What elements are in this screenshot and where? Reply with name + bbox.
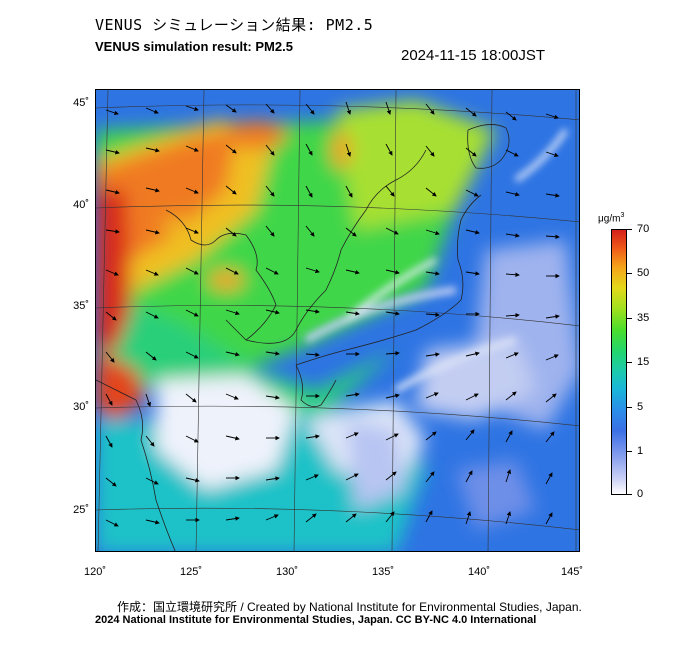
lat-label-35: 35˚ [73,300,89,312]
coastlines [96,124,510,551]
colorbar-tick-35: 35 [637,312,650,324]
colorbar-tick-1: 1 [637,445,644,457]
lat-label-40: 40˚ [73,199,89,211]
lat-label-30: 30˚ [73,401,89,413]
concentration-field [96,100,579,551]
lon-label-140: 140˚ [467,566,491,578]
lon-label-125: 125˚ [179,566,203,578]
wind-vectors [105,101,560,527]
credit-line: 作成：国立環境研究所 / Created by National Institu… [117,600,582,614]
graticule [96,90,579,551]
lon-label-145: 145˚ [560,566,584,578]
lat-label-25: 25˚ [73,504,89,516]
lat-label-45: 45˚ [73,97,89,109]
forecast-timestamp: 2024-11-15 18:00JST [401,47,545,64]
colorbar-tick-50: 50 [637,267,650,279]
title-english: VENUS simulation result: PM2.5 [95,39,293,54]
title-japanese: VENUS シミュレーション結果: PM2.5 [95,16,374,34]
pm25-map-canvas [96,90,579,551]
colorbar-tick-5: 5 [637,401,644,413]
lon-label-120: 120˚ [83,566,107,578]
colorbar-tick-70: 70 [637,223,650,235]
pm25-map [95,89,580,552]
lon-label-130: 130˚ [275,566,299,578]
colorbar-tick-0: 0 [637,488,644,500]
copyright-line: 2024 National Institute for Environmenta… [95,614,537,626]
colorbar [611,229,627,495]
lon-label-135: 135˚ [371,566,395,578]
colorbar-unit: μg/m3 [598,212,625,225]
colorbar-tick-15: 15 [637,356,650,368]
